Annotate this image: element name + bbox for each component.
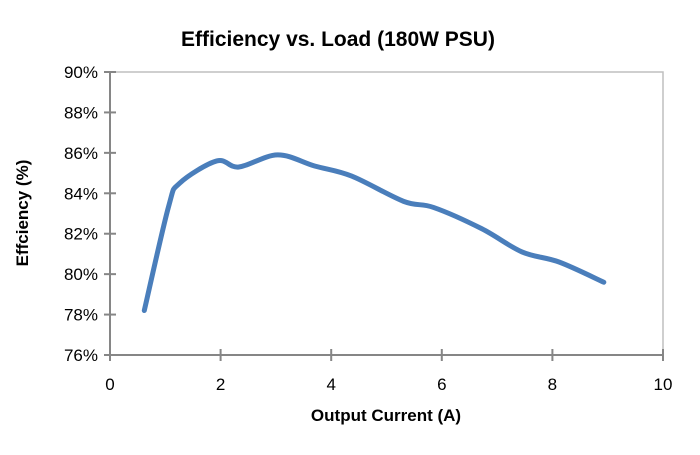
x-tick-label: 6	[437, 375, 446, 394]
x-tick-label: 10	[654, 375, 673, 394]
y-tick-label: 86%	[64, 144, 98, 163]
y-tick-label: 78%	[64, 306, 98, 325]
y-tick-label: 80%	[64, 265, 98, 284]
y-tick-label: 82%	[64, 225, 98, 244]
series-line	[141, 152, 607, 314]
y-tick-label: 84%	[64, 184, 98, 203]
chart-title: Efficiency vs. Load (180W PSU)	[181, 28, 495, 51]
y-axis-label: Effciency (%)	[13, 160, 32, 267]
x-axis-label: Output Current (A)	[311, 406, 461, 425]
y-tick-label: 88%	[64, 103, 98, 122]
y-tick-label: 90%	[64, 63, 98, 82]
plot-area	[109, 71, 664, 356]
x-tick-label: 4	[326, 375, 335, 394]
y-tick-label: 76%	[64, 346, 98, 365]
x-tick-label: 0	[105, 375, 114, 394]
x-tick-label: 8	[548, 375, 557, 394]
x-tick-label: 2	[216, 375, 225, 394]
